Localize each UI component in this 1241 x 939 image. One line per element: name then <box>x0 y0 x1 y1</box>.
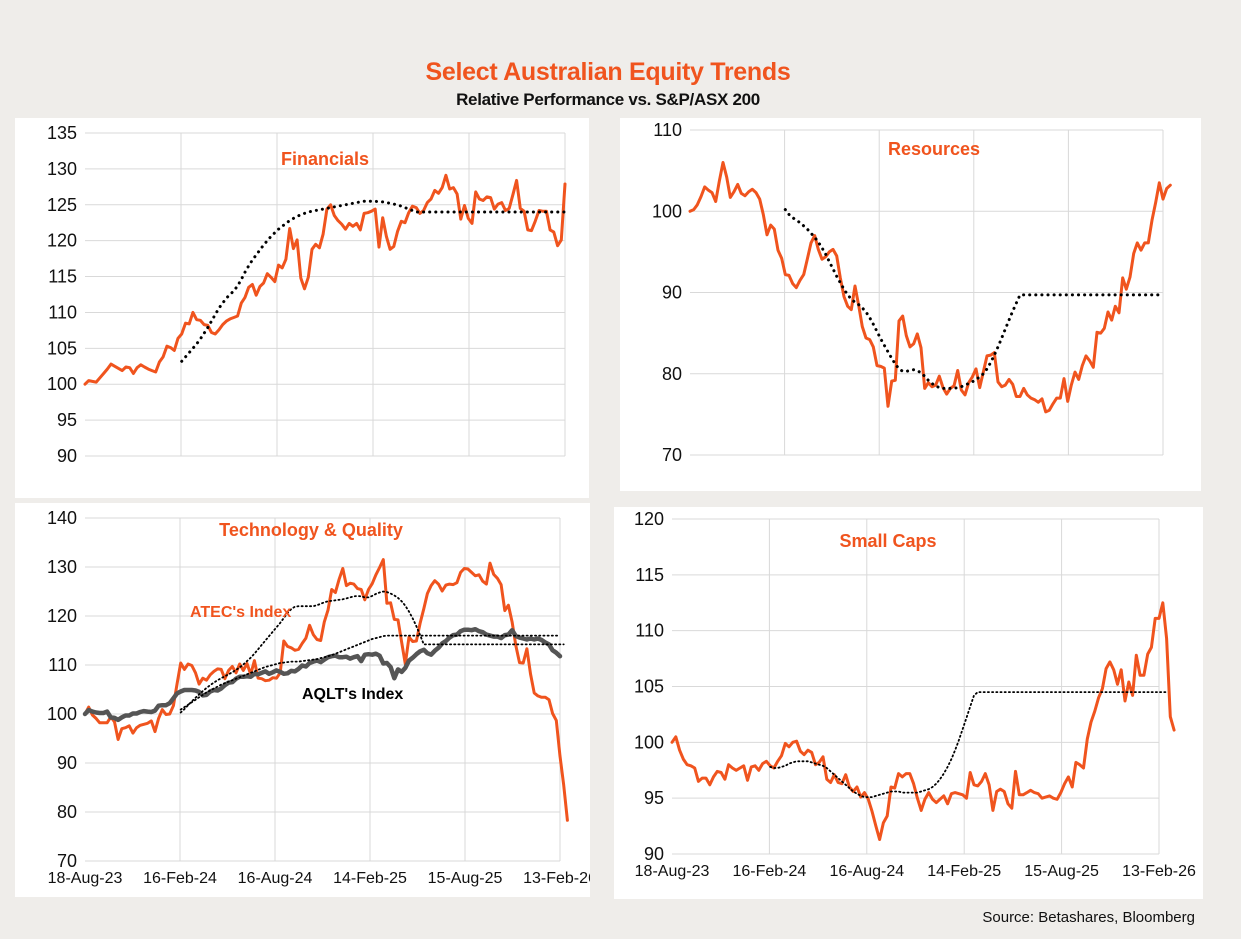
x-tick-label: 14-Feb-25 <box>333 870 407 887</box>
chart-resources: 70 80 90 100 110 Resources <box>652 120 1172 465</box>
y-tick-label: 110 <box>635 621 664 641</box>
y-tick-label: 115 <box>48 267 77 287</box>
y-tick-label: 115 <box>635 565 664 585</box>
source-note: Source: Betashares, Bloomberg <box>982 909 1195 926</box>
y-tick-label: 130 <box>47 159 77 179</box>
x-tick-label: 18-Aug-23 <box>48 870 123 887</box>
x-tick-label: 13-Feb-26 <box>1122 863 1196 880</box>
plot-area: 90 95 100 105 110 115 120 125 130 135 Financials <box>47 123 567 466</box>
y-tick-label: 70 <box>57 851 77 871</box>
chart-financials: 90 95 100 105 110 115 120 125 130 135 Financials <box>47 123 567 466</box>
y-tick-label: 80 <box>57 802 77 822</box>
series-line-moving-average <box>769 691 1168 799</box>
y-tick-label: 100 <box>47 374 77 394</box>
y-tick-label: 120 <box>47 231 77 251</box>
y-tick-label: 90 <box>57 446 77 466</box>
y-tick-label: 105 <box>47 338 77 358</box>
x-tick-label: 15-Aug-25 <box>1024 863 1099 880</box>
series-line-atec-moving-average <box>179 590 565 714</box>
series-line-financials <box>83 173 567 386</box>
page-subtitle: Relative Performance vs. S&P/ASX 200 <box>456 90 760 109</box>
y-tick-label: 110 <box>48 302 77 322</box>
panel-financials: 90 95 100 105 110 115 120 125 130 135 Financials <box>15 118 589 498</box>
x-tick-label: 18-Aug-23 <box>635 863 710 880</box>
y-tick-label: 100 <box>47 704 77 724</box>
series-annotation: AQLT's Index <box>302 686 403 703</box>
y-tick-label: 80 <box>662 364 682 384</box>
series-line-small-caps <box>670 601 1176 841</box>
series-line-moving-average <box>180 199 567 363</box>
x-tick-label: 16-Feb-24 <box>732 863 806 880</box>
series-line-aqlt-s-index <box>82 626 563 723</box>
y-tick-label: 100 <box>634 732 664 752</box>
y-tick-label: 95 <box>644 788 664 808</box>
chart-title: Resources <box>888 139 980 159</box>
chart-title: Technology & Quality <box>219 520 403 540</box>
x-tick-label: 15-Aug-25 <box>428 870 503 887</box>
x-tick-label: 14-Feb-25 <box>927 863 1001 880</box>
panel-technology-quality: 70 80 90 100 110 120 130 140 18-Aug-23 16-Feb-24 1… <box>15 503 590 897</box>
y-tick-label: 125 <box>47 195 77 215</box>
y-tick-label: 105 <box>634 677 664 697</box>
y-tick-label: 135 <box>47 123 77 143</box>
y-tick-label: 110 <box>653 120 682 140</box>
chart-title: Small Caps <box>839 531 936 551</box>
series-line-moving-average <box>783 208 1165 390</box>
series-line-atec-s-index <box>83 558 569 822</box>
y-tick-label: 130 <box>47 557 77 577</box>
panel-resources: 70 80 90 100 110 Resources <box>620 118 1201 491</box>
y-tick-label: 90 <box>662 283 682 303</box>
y-tick-label: 90 <box>57 753 77 773</box>
chart-small-caps: 90 95 100 105 110 115 120 18-Aug-23 16-Feb-24 16-… <box>634 509 1196 880</box>
x-tick-label: 13-Feb-26 <box>523 870 590 887</box>
plot-area: 70 80 90 100 110 120 130 140 18-Aug-23 16-Feb-24 1… <box>47 508 590 887</box>
x-tick-label: 16-Aug-24 <box>829 863 904 880</box>
chart-title: Financials <box>281 149 369 169</box>
series-line-resources <box>688 161 1172 414</box>
x-tick-label: 16-Feb-24 <box>143 870 217 887</box>
y-tick-label: 110 <box>48 655 77 675</box>
y-tick-label: 70 <box>662 445 682 465</box>
y-tick-label: 140 <box>47 508 77 528</box>
plot-area: 70 80 90 100 110 Resources <box>652 120 1172 465</box>
page-title: Select Australian Equity Trends <box>425 58 791 86</box>
y-tick-label: 100 <box>652 201 682 221</box>
x-tick-label: 16-Aug-24 <box>238 870 313 887</box>
y-tick-label: 120 <box>634 509 664 529</box>
plot-area: 90 95 100 105 110 115 120 18-Aug-23 16-Feb-24 16-… <box>634 509 1196 880</box>
panel-small-caps: 90 95 100 105 110 115 120 18-Aug-23 16-Feb-24 16-… <box>614 507 1203 899</box>
y-tick-label: 95 <box>57 410 77 430</box>
y-tick-label: 120 <box>47 606 77 626</box>
series-annotation: ATEC's Index <box>190 604 291 621</box>
chart-technology-quality: 70 80 90 100 110 120 130 140 18-Aug-23 16-Feb-24 1… <box>47 508 590 887</box>
series-line-aqlt-moving-average <box>179 634 561 711</box>
y-tick-label: 90 <box>644 844 664 864</box>
